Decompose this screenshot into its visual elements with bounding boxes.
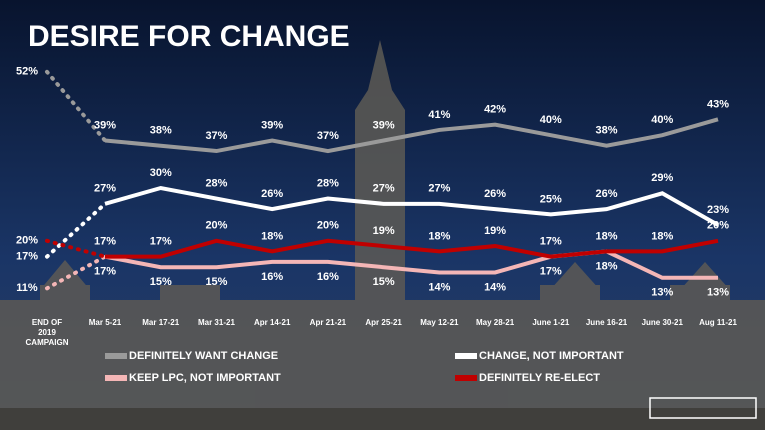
x-tick-label: June 16-21 <box>586 318 628 327</box>
data-label: 37% <box>317 130 339 142</box>
x-tick-label: Apr 25-21 <box>365 318 402 327</box>
data-label: 17% <box>94 266 116 278</box>
x-tick-label: Mar 17-21 <box>142 318 179 327</box>
data-label: 52% <box>16 66 38 78</box>
x-tick-label: Apr 14-21 <box>254 318 291 327</box>
data-label: 38% <box>596 125 618 137</box>
x-tick-label: June 1-21 <box>532 318 569 327</box>
data-label: 17% <box>540 236 562 248</box>
logo-box <box>649 397 757 419</box>
data-label: 39% <box>94 119 116 131</box>
data-label: 27% <box>94 183 116 195</box>
data-label: 18% <box>428 230 450 242</box>
data-label: 23% <box>707 204 729 216</box>
data-label: 37% <box>205 130 227 142</box>
data-label: 26% <box>596 188 618 200</box>
data-label: 19% <box>373 225 395 237</box>
data-label: 27% <box>428 183 450 195</box>
data-label: 18% <box>596 230 618 242</box>
legend-label: DEFINITELY WANT CHANGE <box>129 350 278 362</box>
data-label: 18% <box>261 230 283 242</box>
data-label: 18% <box>596 260 618 272</box>
data-label: 15% <box>373 276 395 288</box>
line-connector <box>45 69 107 143</box>
line <box>105 238 719 259</box>
legend-label: DEFINITELY RE-ELECT <box>479 372 600 384</box>
x-tick-label: June 30-21 <box>642 318 684 327</box>
data-label: 19% <box>484 225 506 237</box>
data-label: 40% <box>540 114 562 126</box>
x-tick-label: Mar 5-21 <box>89 318 122 327</box>
data-label: 13% <box>651 287 673 299</box>
data-label: 13% <box>707 287 729 299</box>
x-tick-label: May 12-21 <box>420 318 459 327</box>
data-label: 42% <box>484 104 506 116</box>
line-connector <box>45 201 107 259</box>
data-label: 14% <box>484 281 506 293</box>
x-tick-label: Apr 21-21 <box>310 318 347 327</box>
data-label: 16% <box>261 271 283 283</box>
data-label: 18% <box>651 230 673 242</box>
data-label: 40% <box>651 114 673 126</box>
data-label: 16% <box>317 271 339 283</box>
data-label: 27% <box>373 183 395 195</box>
x-tick-label: May 28-21 <box>476 318 515 327</box>
data-label: 28% <box>205 177 227 189</box>
line-connector <box>45 238 107 259</box>
data-label: 15% <box>150 276 172 288</box>
legend-label: KEEP LPC, NOT IMPORTANT <box>129 372 281 384</box>
line <box>104 249 718 280</box>
line <box>104 185 719 227</box>
data-label: 26% <box>484 188 506 200</box>
data-label: 43% <box>707 98 729 110</box>
data-label: 17% <box>94 236 116 248</box>
x-tick-label: Mar 31-21 <box>198 318 235 327</box>
data-label: 20% <box>205 220 227 232</box>
data-label: 25% <box>540 193 562 205</box>
data-label: 30% <box>150 167 172 179</box>
data-label: 20% <box>16 235 38 247</box>
chart-title: DESIRE FOR CHANGE <box>28 20 350 53</box>
data-label: 28% <box>317 177 339 189</box>
x-tick-label: Aug 11-21 <box>699 318 737 327</box>
data-label: 39% <box>261 119 283 131</box>
data-label: 17% <box>150 236 172 248</box>
data-label: 14% <box>428 281 450 293</box>
data-label: 17% <box>540 266 562 278</box>
data-label: 20% <box>707 220 729 232</box>
data-label: 39% <box>373 119 395 131</box>
data-label: 26% <box>261 188 283 200</box>
data-label: 41% <box>428 109 450 121</box>
data-label: 20% <box>317 220 339 232</box>
line-connector <box>45 254 107 291</box>
data-label: 38% <box>150 125 172 137</box>
data-label: 29% <box>651 172 673 184</box>
line <box>104 117 719 154</box>
x-tick-label: END OF 2019 CAMPAIGN <box>26 318 69 347</box>
ground <box>0 408 765 430</box>
data-label: 11% <box>16 282 38 294</box>
legend-label: CHANGE, NOT IMPORTANT <box>479 350 624 362</box>
data-label: 17% <box>16 251 38 263</box>
data-label: 15% <box>205 276 227 288</box>
